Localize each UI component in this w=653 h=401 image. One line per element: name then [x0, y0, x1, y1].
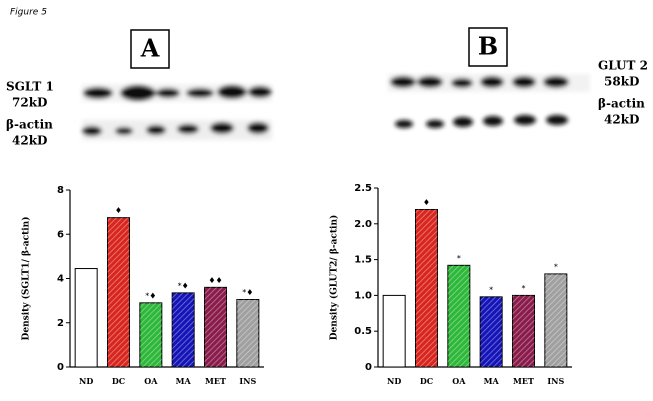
bar-annotation: *♦ — [145, 291, 156, 300]
y-axis-label: Density (SGLT1/ β-actin) — [21, 217, 32, 341]
bar-annotation: * — [554, 262, 558, 271]
x-tick-label: INS — [547, 376, 564, 386]
blot-label: GLUT 2 — [598, 59, 648, 73]
x-tick-label: ND — [79, 376, 93, 386]
bar-annotation: ♦ — [423, 198, 430, 207]
blot-label: SGLT 1 — [6, 80, 54, 94]
blot-label: 42kD — [604, 113, 639, 127]
x-tick-label: OA — [144, 376, 158, 386]
y-tick-label: 1.5 — [354, 255, 372, 266]
bar — [382, 294, 406, 368]
x-tick-label: MA — [484, 376, 500, 386]
panel-box — [468, 27, 508, 67]
y-tick-label: 0 — [57, 362, 64, 373]
blot-label: β-actin — [598, 97, 645, 111]
y-tick-label: 0.5 — [354, 326, 372, 337]
bar-annotation: * — [457, 254, 461, 263]
y-tick-label: 2 — [57, 318, 64, 329]
x-tick-label: MET — [205, 376, 226, 386]
panel-box — [130, 29, 170, 69]
bar-texture — [415, 209, 438, 367]
bar — [74, 268, 98, 368]
x-tick-label: OA — [452, 376, 466, 386]
bar-texture — [204, 287, 227, 367]
y-tick-label: 1.0 — [354, 290, 372, 301]
x-tick-label: DC — [420, 376, 433, 386]
blot-label: β-actin — [6, 118, 53, 132]
y-axis-label: Density (GLUT2/ β-actin) — [329, 215, 340, 341]
y-tick-label: 2.5 — [354, 183, 372, 194]
y-tick-label: 2.0 — [354, 219, 372, 230]
bar-texture — [512, 295, 535, 367]
bar-texture — [107, 217, 130, 367]
western-blot — [82, 74, 590, 140]
x-tick-label: MET — [513, 376, 534, 386]
x-tick-label: MA — [176, 376, 192, 386]
x-tick-label: DC — [112, 376, 125, 386]
bar-texture — [172, 292, 195, 367]
bar-texture — [447, 265, 470, 367]
panel-letter: A — [140, 34, 160, 63]
blot-label: 42kD — [12, 134, 47, 148]
bar-texture — [236, 299, 259, 367]
bar-annotation: * — [489, 285, 493, 294]
bar-annotation: * — [522, 284, 526, 293]
bar-texture — [480, 296, 503, 367]
y-tick-label: 4 — [57, 274, 64, 285]
y-tick-label: 6 — [57, 229, 64, 240]
blot-label: 72kD — [12, 96, 47, 110]
blot-label: 58kD — [604, 75, 639, 89]
bar-annotation: ♦♦ — [208, 276, 222, 285]
panel-letter: B — [478, 32, 498, 61]
bar-annotation: ♦ — [115, 206, 122, 215]
x-tick-label: ND — [387, 376, 401, 386]
y-tick-label: 8 — [57, 185, 64, 196]
y-tick-label: 0 — [365, 362, 372, 373]
bar-annotation: *♦ — [242, 288, 253, 297]
x-tick-label: INS — [239, 376, 256, 386]
bar-texture — [544, 273, 567, 367]
figure-label: Figure 5 — [10, 8, 47, 18]
bar-annotation: *♦ — [178, 281, 189, 290]
bar-texture — [139, 302, 162, 367]
